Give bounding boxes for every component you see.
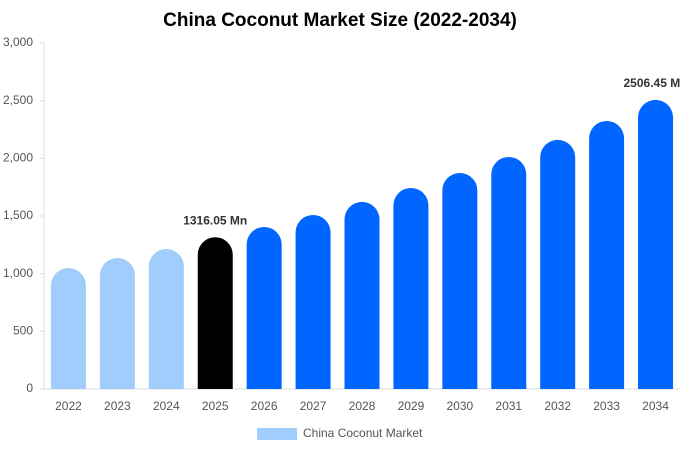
bar: [442, 172, 478, 389]
x-tick-label: 2032: [544, 399, 571, 413]
x-tick-label: 2028: [349, 399, 376, 413]
bar: [491, 156, 527, 389]
y-tick-label: 0: [26, 381, 33, 395]
y-tick-label: 500: [13, 324, 33, 338]
value-label: 1316.05 Mn: [183, 213, 247, 227]
x-tick-label: 2029: [398, 399, 425, 413]
legend-swatch: [257, 428, 297, 440]
bar: [197, 237, 233, 389]
bar: [393, 187, 429, 389]
y-tick-label: 1,500: [3, 208, 33, 222]
chart-title: China Coconut Market Size (2022-2034): [163, 10, 517, 31]
x-tick-label: 2027: [300, 399, 327, 413]
bar: [589, 120, 625, 389]
x-tick-label: 2024: [153, 399, 180, 413]
x-tick-label: 2034: [642, 399, 669, 413]
bar: [246, 226, 282, 389]
bar: [540, 139, 576, 389]
x-tick-label: 2022: [55, 399, 82, 413]
bar: [295, 214, 331, 389]
x-tick-label: 2026: [251, 399, 278, 413]
value-label: 2506.45 Mn: [624, 76, 680, 90]
x-tick-label: 2025: [202, 399, 229, 413]
bar: [344, 201, 380, 389]
y-tick-label: 2,500: [3, 93, 33, 107]
x-tick-label: 2030: [446, 399, 473, 413]
bar: [638, 99, 674, 390]
y-tick-label: 3,000: [3, 35, 33, 49]
bar: [99, 257, 135, 389]
x-tick-label: 2023: [104, 399, 131, 413]
x-tick-label: 2033: [593, 399, 620, 413]
bar: [50, 268, 86, 389]
legend-label: China Coconut Market: [303, 426, 423, 440]
bar: [148, 248, 184, 389]
y-tick-label: 2,000: [3, 151, 33, 165]
y-tick-label: 1,000: [3, 266, 33, 280]
x-tick-label: 2031: [495, 399, 522, 413]
